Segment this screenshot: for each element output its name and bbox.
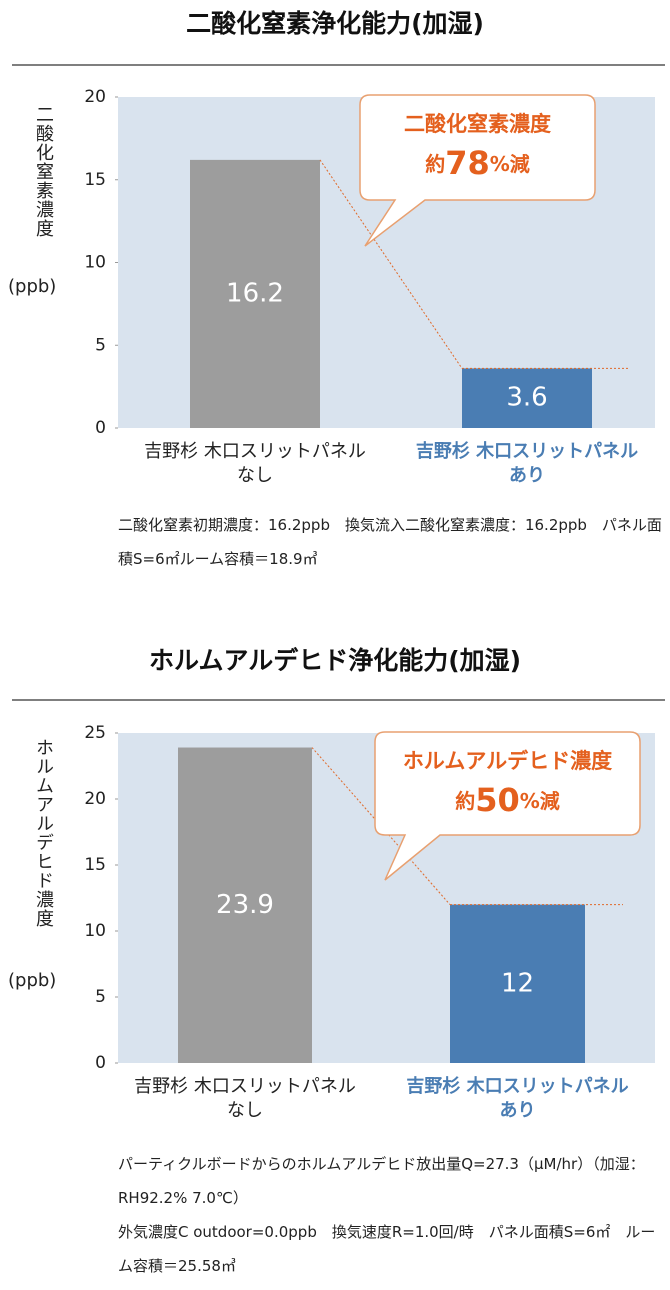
bar [462,368,592,428]
y-tick-label: 25 [84,723,106,743]
y-tick-label: 5 [95,987,106,1007]
callout-bubble [374,731,641,881]
callout-suffix: %減 [520,789,560,813]
y-axis-label: ホルムアルデヒド濃度 [33,738,54,928]
bar [450,904,585,1063]
callout-number: 50 [475,781,520,819]
note: 二酸化窒素初期濃度：16.2ppb 換気流入二酸化窒素濃度：16.2ppb パネ… [118,516,662,568]
y-axis-label: 二酸化窒素濃度 [33,105,54,238]
bar [190,159,320,428]
y-tick-label: 20 [84,789,106,809]
y-tick-label: 5 [95,335,106,355]
y-tick-label: 0 [95,1053,106,1073]
y-axis-unit: (ppb) [8,276,57,297]
callout-number: 78 [445,144,490,182]
callout-prefix: 約 [455,789,475,813]
callout-value: 約78%減 [425,144,530,182]
data-label: 23.9 [216,890,274,920]
data-label: 12 [501,968,534,998]
chart-title: ホルムアルデヒド浄化能力(加湿) [149,646,521,675]
bar [178,747,312,1063]
y-axis-unit: (ppb) [8,970,57,991]
y-tick-label: 10 [84,253,106,273]
x-tick-label: 吉野杉 木口スリットパネル あり [406,1076,629,1121]
callout-prefix: 約 [425,152,445,176]
callout-value: 約50%減 [455,781,560,819]
callout-title: 二酸化窒素濃度 [404,112,551,136]
callout-title: ホルムアルデヒド濃度 [403,749,612,773]
x-tick-label: 吉野杉 木口スリットパネル なし [144,441,366,486]
data-label: 3.6 [506,383,547,413]
data-label: 16.2 [226,278,284,308]
chart-title: 二酸化窒素浄化能力(加湿) [186,9,484,38]
x-tick-label: 吉野杉 木口スリットパネル なし [134,1076,356,1121]
note: パーティクルボードからのホルムアルデヒド放出量Q=27.3（μM/hr）（加湿：… [118,1155,656,1275]
y-tick-label: 15 [84,170,106,190]
y-tick-label: 10 [84,921,106,941]
y-tick-label: 0 [95,418,106,438]
y-tick-label: 15 [84,855,106,875]
callout-suffix: %減 [490,152,530,176]
callout-bubble [359,94,596,247]
x-tick-label: 吉野杉 木口スリットパネル あり [415,441,639,486]
y-tick-label: 20 [84,87,106,107]
